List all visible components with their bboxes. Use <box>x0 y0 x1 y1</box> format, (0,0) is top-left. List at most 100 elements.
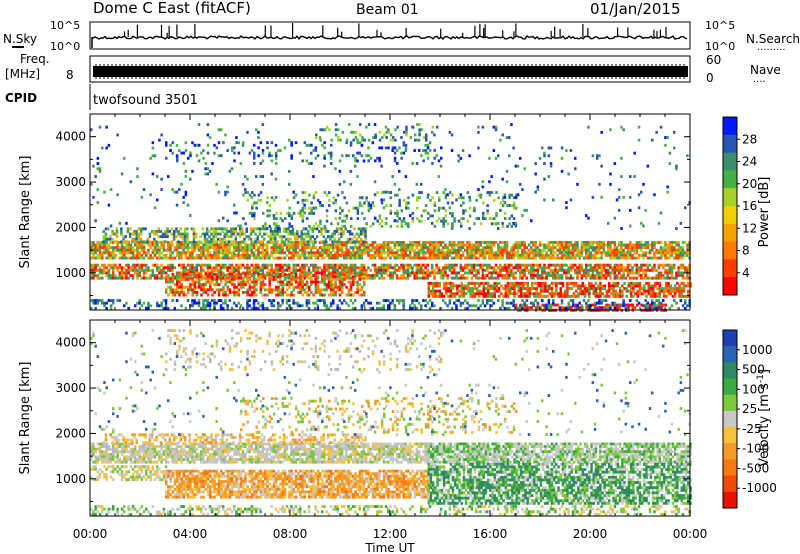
heatmap-cell <box>200 251 203 255</box>
heatmap-cell <box>647 284 650 288</box>
heatmap-cell <box>323 288 326 292</box>
heatmap-cell <box>107 246 111 250</box>
heatmap-cell <box>380 268 383 272</box>
heatmap-cell <box>456 287 459 290</box>
heatmap-cell <box>406 274 410 277</box>
heatmap-cell <box>98 256 102 260</box>
heatmap-cell <box>523 271 526 275</box>
heatmap-cell <box>437 246 441 250</box>
heatmap-cell <box>448 254 452 257</box>
heatmap-cell <box>559 294 562 298</box>
heatmap-cell <box>219 232 222 236</box>
heatmap-cell <box>656 292 659 296</box>
heatmap-cell <box>296 263 300 267</box>
heatmap-cell <box>471 294 474 298</box>
heatmap-cell <box>167 263 170 267</box>
heatmap-cell <box>231 272 234 276</box>
heatmap-cell <box>453 276 456 280</box>
heatmap-cell <box>96 301 100 305</box>
heatmap-cell <box>442 294 446 298</box>
heatmap-cell <box>545 266 548 270</box>
heatmap-cell <box>129 248 133 252</box>
heatmap-cell <box>461 243 465 247</box>
heatmap-cell <box>292 271 295 275</box>
heatmap-cell <box>612 281 615 285</box>
heatmap-cell <box>219 304 223 308</box>
heatmap-cell <box>256 227 259 231</box>
heatmap-cell <box>167 280 170 284</box>
heatmap-cell <box>382 248 386 252</box>
heatmap-cell <box>254 227 257 231</box>
heatmap-cell <box>596 306 599 310</box>
heatmap-cell <box>646 246 650 250</box>
heatmap-cell <box>332 293 335 297</box>
heatmap-cell <box>648 248 652 252</box>
heatmap-cell <box>261 280 265 284</box>
heatmap-cell <box>532 301 535 305</box>
heatmap-cell <box>126 230 130 233</box>
heatmap-cell <box>560 246 564 250</box>
heatmap-cell <box>413 299 416 302</box>
heatmap-cell <box>478 289 481 293</box>
heatmap-cell <box>332 299 335 302</box>
heatmap-cell <box>492 268 496 272</box>
heatmap-cell <box>272 275 276 279</box>
heatmap-cell <box>318 271 322 275</box>
heatmap-cell <box>565 251 568 255</box>
heatmap-cell <box>202 304 205 308</box>
heatmap-cell <box>145 266 148 270</box>
heatmap-cell <box>270 301 273 305</box>
heatmap-cell <box>237 248 240 252</box>
heatmap-cell <box>504 284 507 288</box>
heatmap-cell <box>173 266 177 270</box>
heatmap-cell <box>347 275 351 279</box>
heatmap-cell <box>297 291 300 294</box>
heatmap-cell <box>653 251 656 255</box>
heatmap-cell <box>466 306 469 310</box>
heatmap-cell <box>246 271 249 275</box>
heatmap-cell <box>611 266 614 270</box>
heatmap-cell <box>563 268 566 272</box>
heatmap-cell <box>129 274 133 277</box>
heatmap-cell <box>204 243 207 247</box>
heatmap-cell <box>204 280 208 284</box>
heatmap-cell <box>169 285 172 289</box>
heatmap-cell <box>505 268 509 272</box>
heatmap-cell <box>395 256 399 260</box>
heatmap-cell <box>456 289 459 293</box>
heatmap-cell <box>226 251 229 255</box>
heatmap-cell <box>640 254 643 257</box>
heatmap-cell <box>566 289 569 293</box>
heatmap-cell <box>538 241 542 244</box>
heatmap-cell <box>664 254 667 257</box>
heatmap-cell <box>470 246 474 250</box>
heatmap-cell <box>543 306 547 310</box>
heatmap-cell <box>679 271 683 275</box>
heatmap-cell <box>684 251 687 255</box>
heatmap-cell <box>596 274 599 277</box>
heatmap-cell <box>640 274 643 277</box>
heatmap-cell <box>362 230 365 233</box>
heatmap-cell <box>510 254 513 257</box>
heatmap-cell <box>499 251 502 255</box>
heatmap-cell <box>486 243 489 247</box>
heatmap-cell <box>369 243 372 247</box>
heatmap-cell <box>153 240 156 244</box>
heatmap-cell <box>90 251 93 255</box>
heatmap-cell <box>508 287 512 290</box>
heatmap-cell <box>615 304 619 308</box>
heatmap-cell <box>323 275 326 279</box>
heatmap-cell <box>305 263 309 267</box>
heatmap-cell <box>545 246 548 250</box>
heatmap-cell <box>183 232 187 236</box>
heatmap-cell <box>468 248 471 252</box>
heatmap-cell <box>567 276 570 280</box>
heatmap-cell <box>187 272 190 276</box>
heatmap-cell <box>613 246 617 250</box>
heatmap-cell <box>607 284 611 288</box>
heatmap-cell <box>614 289 617 293</box>
heatmap-cell <box>323 272 326 276</box>
heatmap-cell <box>479 276 482 280</box>
heatmap-cell <box>335 240 339 244</box>
nave-tick-top: 60 <box>706 53 721 67</box>
